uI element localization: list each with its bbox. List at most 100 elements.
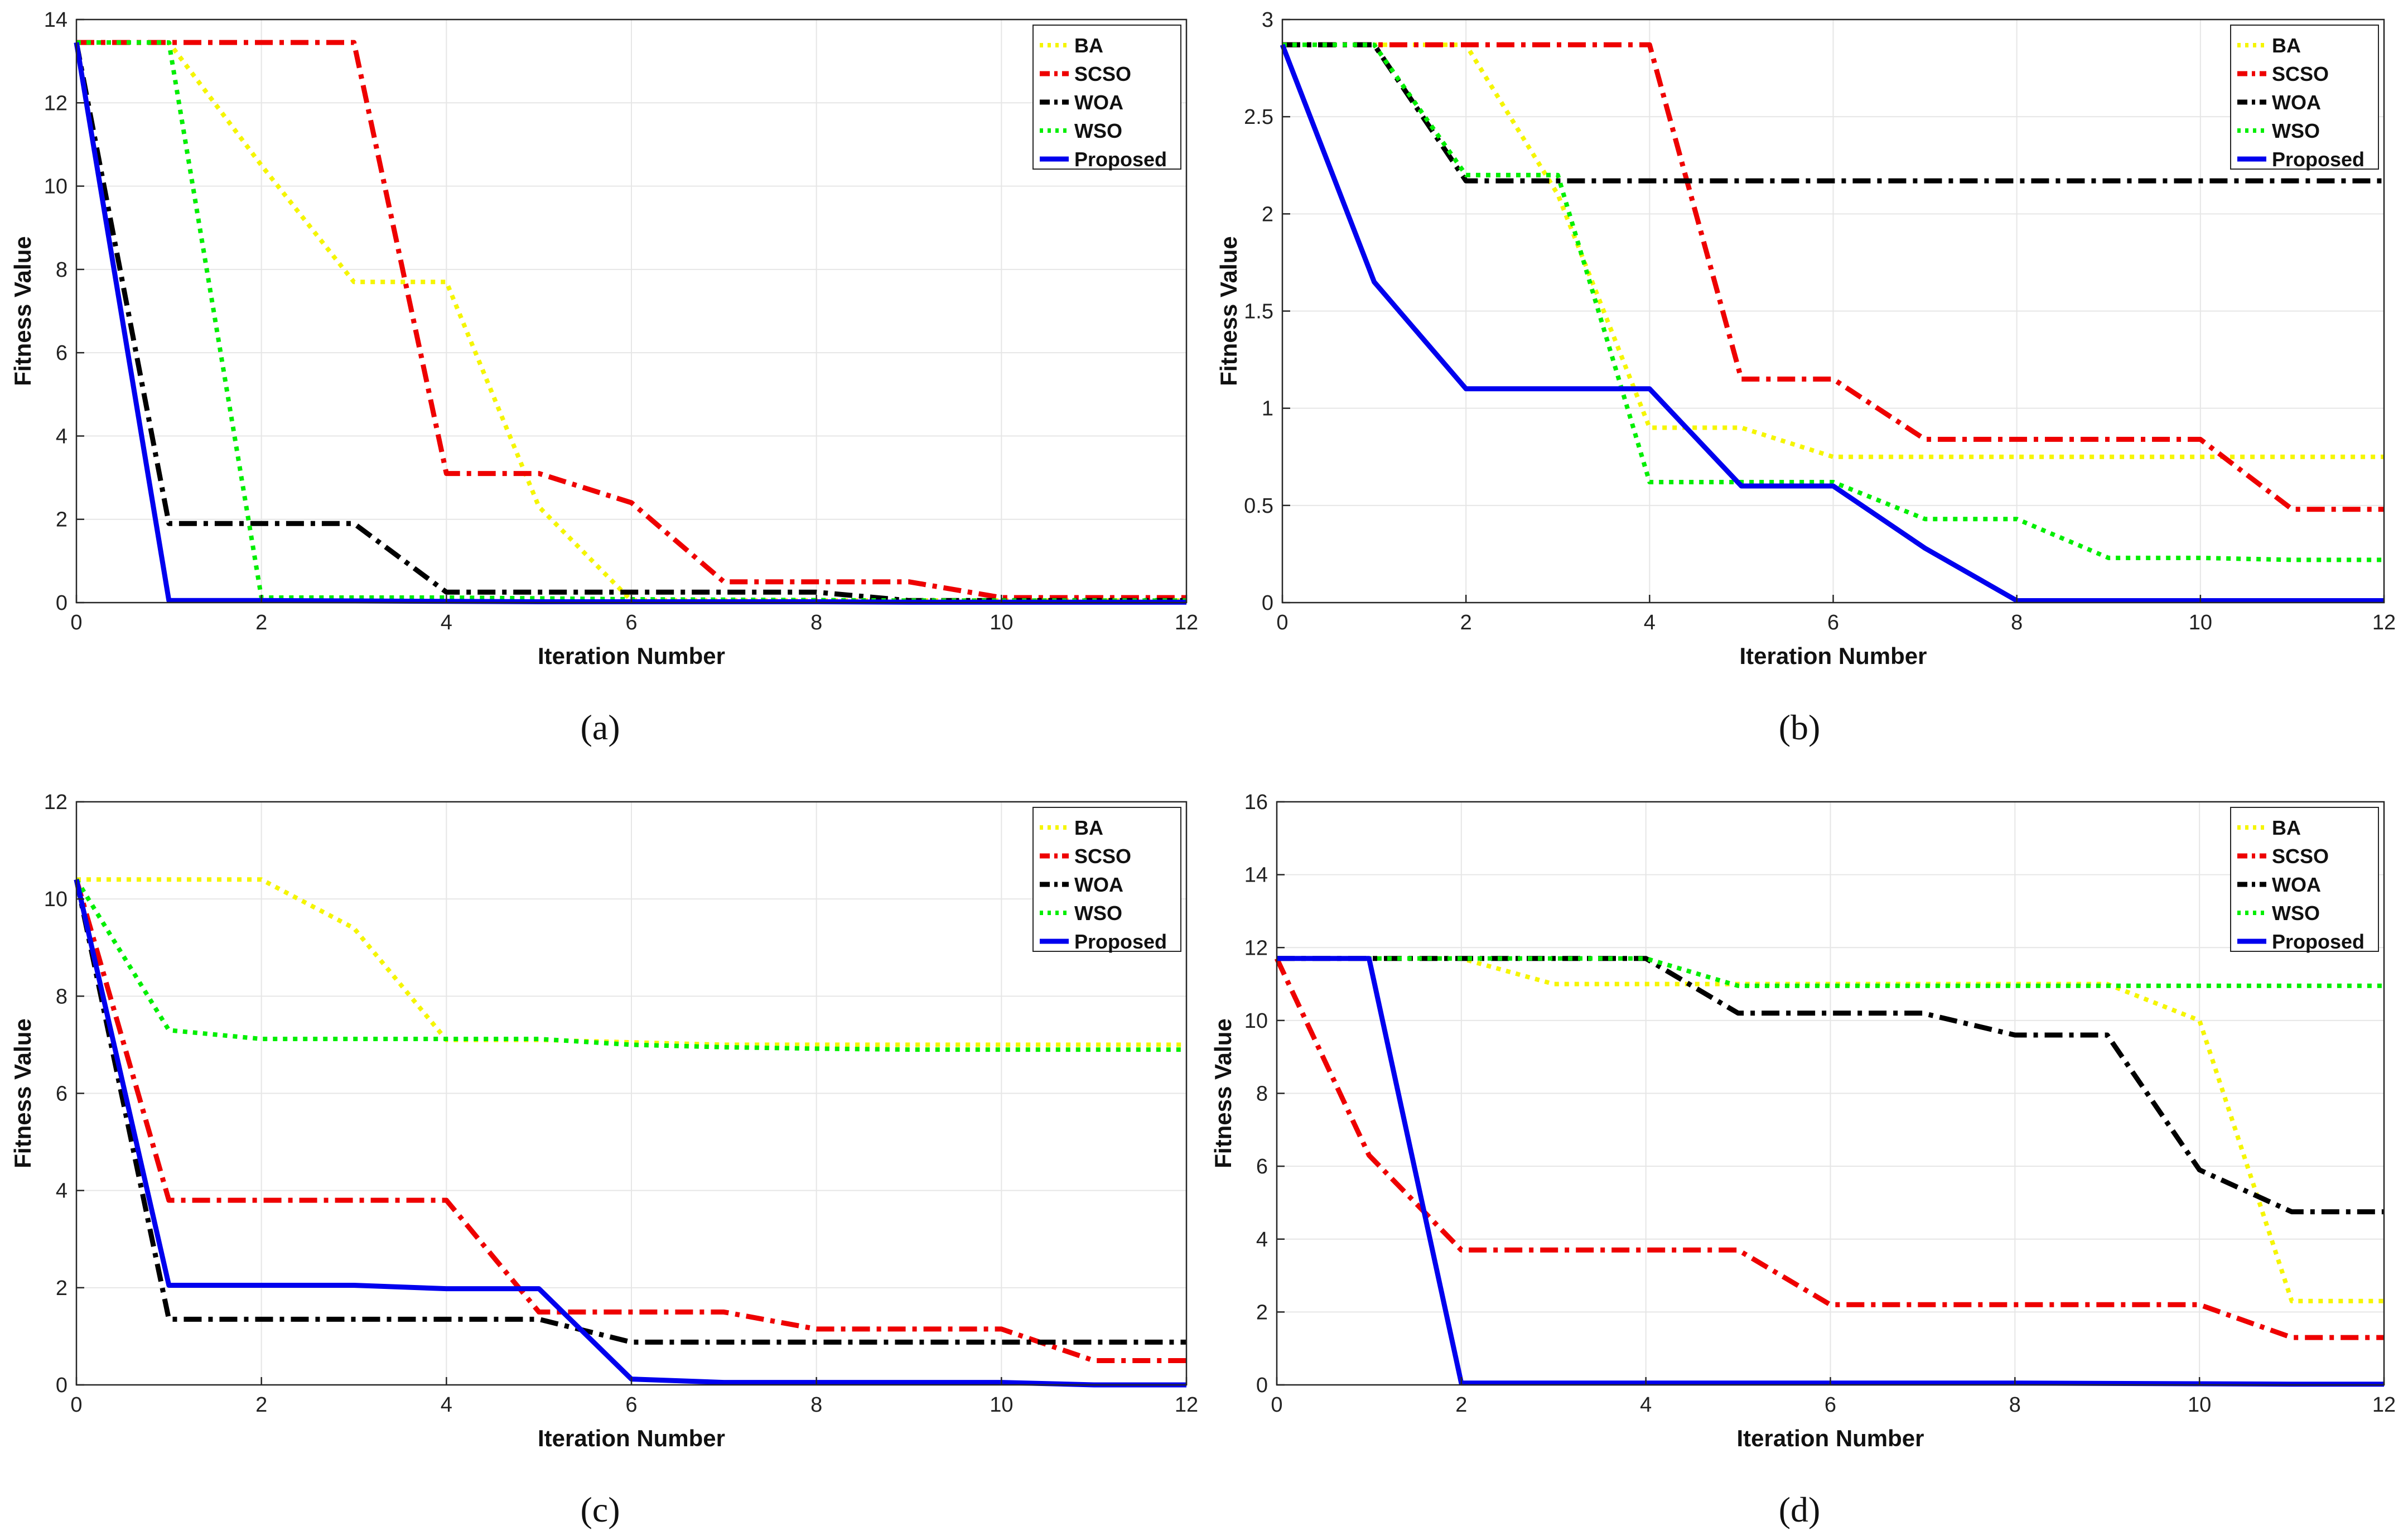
legend-label-wso: WSO <box>2272 902 2320 925</box>
panel-a-legend: BA SCSO WOA WSO Proposed <box>1032 25 1181 171</box>
y-tick-label: 6 <box>56 1082 67 1106</box>
x-tick-label: 12 <box>1175 611 1198 634</box>
legend-label-scso: SCSO <box>2272 845 2329 868</box>
x-tick-label: 10 <box>2188 1393 2211 1417</box>
legend-label-wso: WSO <box>1074 119 1122 142</box>
x-tick-label: 12 <box>2372 1393 2396 1417</box>
x-tick-label: 4 <box>441 611 452 634</box>
panel-c: 0 2 4 6 8 10 12 0 2 4 6 8 10 12 Iteration Number Fitnes… <box>9 791 1198 1451</box>
series-line-wso <box>1277 956 2384 988</box>
x-tick-label: 0 <box>1271 1393 1282 1417</box>
x-tick-label: 4 <box>441 1393 452 1417</box>
legend-label-proposed: Proposed <box>1074 148 1167 171</box>
y-tick-label: 4 <box>1256 1228 1268 1252</box>
legend-box <box>2230 807 2379 952</box>
y-tick-label: 10 <box>1244 1009 1268 1033</box>
y-tick-label: 8 <box>1256 1082 1268 1106</box>
y-tick-label: 12 <box>44 92 67 115</box>
series-line-scso <box>76 40 1186 600</box>
x-tick-label: 4 <box>1640 1393 1652 1417</box>
panel-c-caption: (c) <box>580 1490 620 1529</box>
y-tick-label: 12 <box>44 791 67 814</box>
legend-label-proposed: Proposed <box>2272 930 2364 953</box>
x-axis-label: Iteration Number <box>538 643 725 669</box>
legend-label-ba: BA <box>1074 816 1103 839</box>
panel-d-caption: (d) <box>1779 1490 1821 1529</box>
x-tick-label: 2 <box>255 611 267 634</box>
legend-label-woa: WOA <box>1074 873 1123 896</box>
x-axis-label: Iteration Number <box>1739 643 1927 669</box>
y-tick-label: 1 <box>1262 397 1273 421</box>
y-tick-label: 2 <box>56 1277 67 1300</box>
y-tick-label: 14 <box>1244 864 1268 887</box>
x-tick-label: 0 <box>1276 611 1288 634</box>
x-tick-label: 10 <box>990 1393 1013 1417</box>
panel-a: 0 2 4 6 8 10 12 0 2 4 6 8 10 12 14 Iteration Number Fitn… <box>9 8 1198 669</box>
series-line-scso <box>1274 957 2384 1340</box>
series-line-scso <box>1282 42 2384 512</box>
x-tick-label: 6 <box>1825 1393 1836 1417</box>
y-tick-label: 8 <box>56 985 67 1008</box>
y-axis-label: Fitness Value <box>1215 236 1242 386</box>
legend-label-proposed: Proposed <box>2272 148 2364 171</box>
series-line-woa <box>74 42 1186 603</box>
y-tick-label: 4 <box>56 1180 67 1203</box>
series-line-woa <box>1282 42 2384 184</box>
x-tick-label: 10 <box>990 611 1013 634</box>
legend-label-ba: BA <box>2272 816 2301 839</box>
series-line-woa <box>74 879 1186 1345</box>
x-tick-label: 2 <box>1455 1393 1467 1417</box>
y-axis-label: Fitness Value <box>9 1018 36 1168</box>
x-axis-label: Iteration Number <box>538 1425 725 1451</box>
y-tick-label: 14 <box>44 8 67 32</box>
x-tick-label: 8 <box>810 611 822 634</box>
y-tick-label: 8 <box>56 258 67 282</box>
legend-label-ba: BA <box>1074 34 1103 57</box>
y-tick-label: 0 <box>1262 591 1273 615</box>
legend-label-scso: SCSO <box>2272 62 2329 85</box>
legend-box <box>1032 807 1181 952</box>
panel-b-caption: (b) <box>1779 708 1821 747</box>
legend-label-proposed: Proposed <box>1074 930 1167 953</box>
x-axis-label: Iteration Number <box>1736 1425 1924 1451</box>
y-tick-label: 12 <box>1244 936 1268 960</box>
x-tick-label: 10 <box>2189 611 2212 634</box>
panel-b: 0 2 4 6 8 10 12 0 0.5 1 1.5 2 2.5 3 Iteration Number Fi… <box>1215 8 2396 669</box>
x-tick-label: 12 <box>2372 611 2396 634</box>
x-tick-label: 12 <box>1175 1393 1198 1417</box>
x-tick-label: 2 <box>1460 611 1472 634</box>
y-tick-label: 3 <box>1262 8 1273 32</box>
y-tick-label: 2.5 <box>1244 105 1273 129</box>
x-tick-label: 0 <box>70 1393 82 1417</box>
y-tick-label: 2 <box>1256 1301 1268 1324</box>
y-tick-label: 6 <box>56 341 67 365</box>
y-tick-label: 16 <box>1244 791 1268 814</box>
panel-a-caption: (a) <box>580 708 620 747</box>
series-line-wso <box>1282 42 2384 562</box>
legend-box <box>2230 25 2379 170</box>
x-tick-label: 8 <box>2009 1393 2021 1417</box>
panel-d-legend: BA SCSO WOA WSO Proposed <box>2230 807 2379 953</box>
panel-b-legend: BA SCSO WOA WSO Proposed <box>2230 25 2379 171</box>
y-tick-label: 4 <box>56 425 67 448</box>
panel-c-legend: BA SCSO WOA WSO Proposed <box>1032 807 1181 953</box>
legend-label-woa: WOA <box>1074 91 1123 114</box>
y-tick-label: 0 <box>56 1374 67 1397</box>
series-line-ba <box>76 877 1186 1047</box>
x-tick-label: 2 <box>255 1393 267 1417</box>
y-tick-label: 10 <box>44 888 67 911</box>
y-tick-label: 10 <box>44 175 67 199</box>
legend-label-wso: WSO <box>1074 902 1122 925</box>
x-tick-label: 4 <box>1644 611 1656 634</box>
legend-label-wso: WSO <box>2272 119 2320 142</box>
legend-label-scso: SCSO <box>1074 62 1131 85</box>
panel-d: 0 2 4 6 8 10 12 0 2 4 6 8 10 12 14 16 Iteration Number Fi… <box>1210 791 2396 1451</box>
y-tick-label: 2 <box>56 508 67 532</box>
y-axis-label: Fitness Value <box>1210 1018 1236 1168</box>
legend-label-ba: BA <box>2272 34 2301 57</box>
legend-label-scso: SCSO <box>1074 845 1131 868</box>
y-tick-label: 0 <box>56 591 67 615</box>
y-tick-label: 0 <box>1256 1374 1268 1397</box>
legend-label-woa: WOA <box>2272 873 2321 896</box>
